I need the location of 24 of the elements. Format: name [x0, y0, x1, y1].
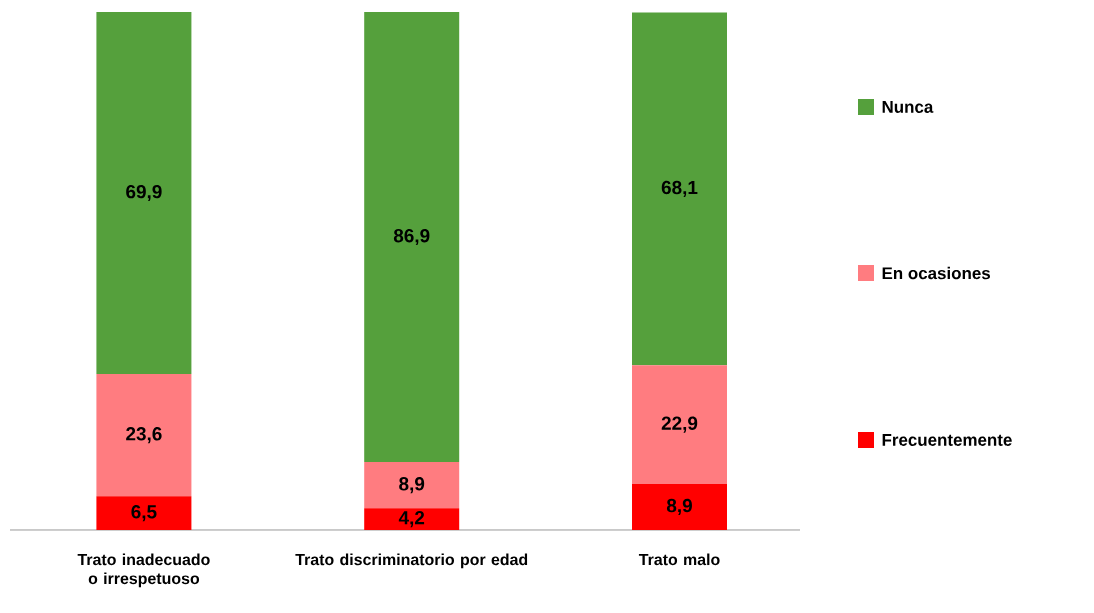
- data-label: 8,9: [399, 477, 425, 494]
- data-label: 22,9: [661, 416, 698, 433]
- data-label: 6,5: [131, 505, 157, 522]
- legend-label: Nunca: [882, 101, 934, 113]
- x-tick-label: Trato malo: [638, 553, 720, 566]
- x-tick-label: Trato discriminatorio por edad: [295, 553, 528, 569]
- bar: [632, 12, 727, 366]
- legend-label: En ocasiones: [882, 266, 990, 280]
- bar: [96, 496, 192, 530]
- legend-label: Frecuentemente: [882, 434, 1012, 446]
- data-label: 68,1: [661, 180, 698, 197]
- bar: [632, 365, 727, 484]
- bar: [364, 508, 460, 530]
- x-tick-label: Trato inadecuado o irrespetuoso: [77, 553, 210, 588]
- data-label: 4,2: [398, 511, 425, 528]
- data-label: 69,9: [126, 184, 162, 202]
- bar: [364, 11, 460, 463]
- data-label: 23,6: [126, 427, 162, 444]
- bar: [96, 374, 192, 497]
- data-label: 86,9: [393, 228, 430, 246]
- bar: [632, 483, 727, 530]
- bar: [96, 11, 192, 375]
- bar: [364, 462, 460, 509]
- data-label: 8,9: [666, 498, 692, 515]
